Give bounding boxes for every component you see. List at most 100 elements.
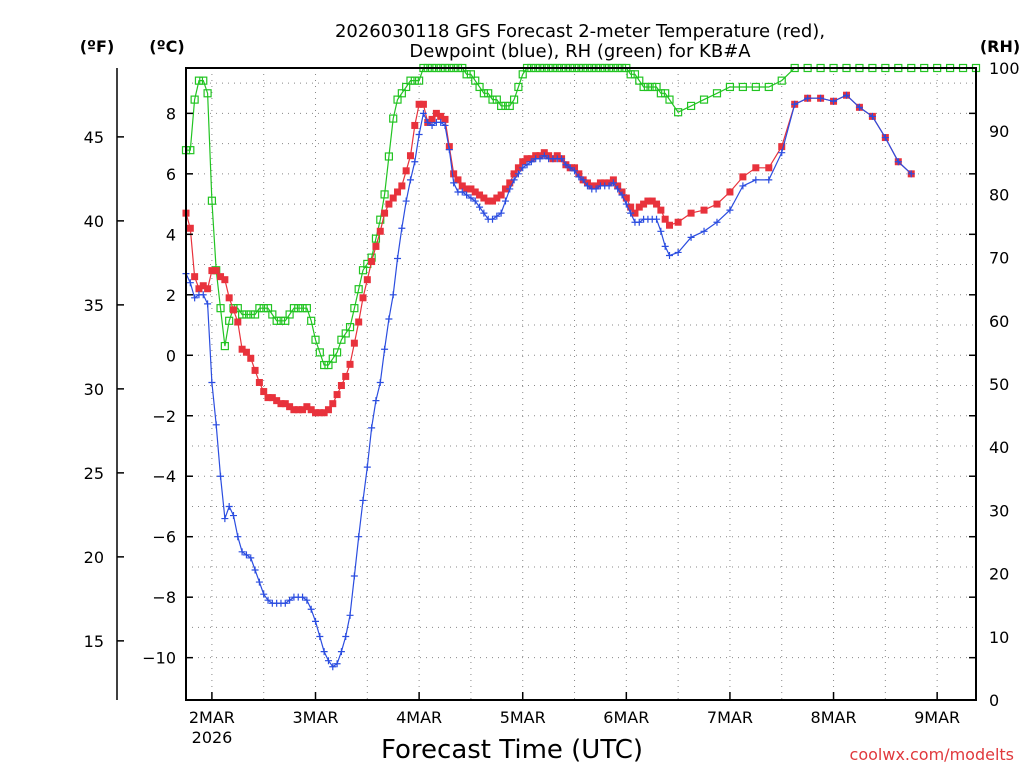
grid-lines [186, 68, 976, 700]
temperature-point [307, 406, 315, 414]
dewpoint-point [618, 191, 626, 199]
rh-point [246, 310, 255, 319]
rh-tick-label: 10 [989, 628, 1009, 647]
dewpoint-point [592, 185, 600, 193]
fahrenheit-tick-label: 25 [84, 464, 104, 483]
rh-point [514, 82, 523, 92]
temperature-point [402, 167, 410, 175]
celsius-tick-label: −10 [142, 649, 176, 668]
rh-point [505, 101, 514, 111]
dewpoint-point [402, 197, 410, 205]
temperature-point [225, 294, 233, 302]
dewpoint-point [894, 158, 902, 166]
temperature-point [471, 188, 479, 196]
rh-point [479, 89, 488, 98]
rh-point [255, 304, 264, 313]
dewpoint-point [605, 182, 613, 190]
rh-point [406, 76, 415, 85]
temperature-point [204, 285, 212, 293]
dewpoint-point [428, 121, 436, 129]
dewpoint-point [566, 164, 574, 172]
rh-point [276, 316, 286, 325]
dewpoint-point [299, 593, 307, 601]
temperature-point [342, 372, 350, 380]
temperature-point [324, 406, 332, 414]
rh-tick-label: 20 [989, 565, 1009, 584]
rh-point [648, 82, 657, 92]
rh-point [194, 76, 204, 85]
temperature-point [640, 200, 648, 208]
dewpoint-point [355, 533, 363, 541]
rh-point [242, 310, 251, 319]
temperature-point [299, 406, 307, 414]
dewpoint-point [855, 103, 863, 111]
temperature-point [501, 185, 509, 193]
dewpoint-point [907, 170, 915, 178]
temperature-point [281, 400, 289, 408]
dewpoint-point [583, 182, 591, 190]
rh-point [294, 304, 303, 313]
rh-point [402, 82, 411, 92]
dewpoint-point [217, 472, 225, 480]
temperature-point [622, 194, 630, 202]
temperature-point [700, 206, 708, 214]
temperature-point [687, 209, 695, 217]
dewpoint-point [342, 632, 350, 640]
temperature-point [519, 158, 527, 166]
dewpoint-point [225, 502, 233, 510]
dewpoint-point [476, 203, 484, 211]
temperature-point [514, 164, 522, 172]
temperature-point [251, 366, 259, 374]
dewpoint-point [506, 185, 514, 193]
temperature-point [510, 170, 518, 178]
temperature-point [290, 406, 298, 414]
rh-point [207, 196, 217, 205]
rh-point [665, 95, 674, 104]
x-tick-label: 8MAR [811, 708, 857, 727]
dewpoint-point [458, 188, 466, 196]
rh-point [272, 316, 281, 325]
fahrenheit-tick-label: 45 [84, 128, 104, 147]
rh-tick-label: 60 [989, 312, 1009, 331]
celsius-tick-label: 0 [166, 346, 176, 365]
temperature-point [398, 182, 406, 190]
temperature-point [389, 194, 397, 202]
temperature-point [217, 273, 225, 281]
dewpoint-point [752, 176, 760, 184]
temperature-point [286, 403, 294, 411]
temperature-point [653, 200, 661, 208]
dewpoint-point [480, 209, 488, 217]
dewpoint-point [523, 161, 531, 169]
temperature-point [333, 391, 341, 399]
celsius-axis-label: (ºC) [149, 37, 184, 56]
dewpoint-point [445, 146, 453, 154]
temperature-point [385, 200, 393, 208]
rh-point [259, 304, 268, 313]
rh-point [393, 95, 402, 104]
temperature-point [476, 191, 484, 199]
fahrenheit-tick-label: 30 [84, 380, 104, 399]
dewpoint-point [497, 209, 505, 217]
dewpoint-point [778, 149, 786, 157]
dewpoint-point [635, 218, 643, 226]
x-tick-label: 9MAR [914, 708, 960, 727]
rh-point [462, 70, 471, 79]
temperature-point [312, 409, 320, 417]
dewpoint-point [368, 424, 376, 432]
dewpoint-point [609, 179, 617, 187]
rh-point [311, 335, 320, 344]
temperature-line [185, 94, 912, 414]
dewpoint-point [501, 197, 509, 205]
dewpoint-point [381, 345, 389, 353]
dewpoint-point [251, 566, 259, 574]
dewpoint-point [713, 218, 721, 226]
rh-point [302, 304, 311, 313]
x-axis-title: Forecast Time (UTC) [381, 735, 643, 765]
dewpoint-point [489, 215, 497, 223]
celsius-tick-labels: 8 6 4 2 0 −2 −4 −6 −8 −10 [142, 104, 976, 668]
temperature-point [523, 155, 531, 163]
x-tick-label: 3MAR [292, 708, 338, 727]
temperature-point [419, 100, 427, 108]
rh-point [751, 82, 760, 92]
temperature-point [661, 215, 669, 223]
